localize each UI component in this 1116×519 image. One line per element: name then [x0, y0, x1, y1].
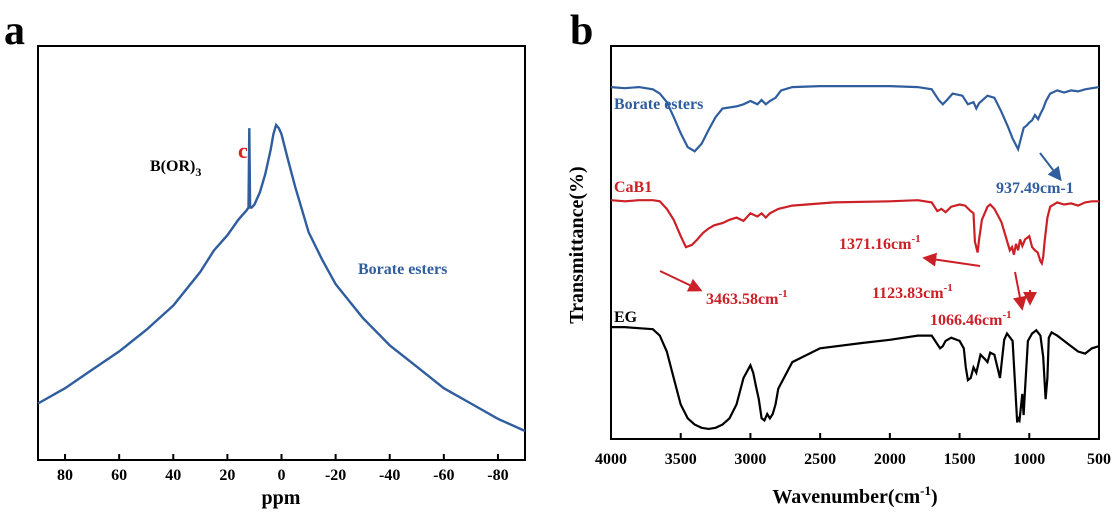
panel-a-tick-label: -40 [379, 467, 400, 484]
panel-b-letter: b [570, 8, 593, 54]
panel-b-tick-label: 1000 [1013, 451, 1045, 468]
annotation-1123: 1123.83cm-1 [872, 282, 953, 302]
annotation-1066: 1066.46cm-1 [930, 309, 1012, 329]
arrow-3463 [659, 270, 703, 292]
panel-b-tick-label: 3500 [665, 451, 697, 468]
panel-a-tick-label: 40 [165, 467, 181, 484]
peak-c-label: c [238, 138, 248, 163]
panel-b-series-borate-esters [610, 85, 1100, 153]
arrow-1371 [922, 252, 981, 267]
panel-a-tick-label: -20 [325, 467, 346, 484]
series-label-cab1: CaB1 [614, 179, 652, 196]
panel-b-x-ticks: 4000 3500 3000 2500 2000 1500 1000 500 [595, 433, 1111, 468]
panel-b-tick-label: 3000 [734, 451, 766, 468]
panel-b-tick-label: 2500 [804, 451, 836, 468]
arrow-1066 [1012, 271, 1027, 311]
series-label-eg: EG [614, 309, 638, 326]
annotation-937: 937.49cm-1 [996, 180, 1074, 197]
panel-a-tick-label: 60 [111, 467, 127, 484]
panel-a-series-borate-esters [37, 122, 526, 433]
panel-a-tick-label: 80 [57, 467, 73, 484]
panel-b-series-cab1 [610, 199, 1099, 267]
panel-a-tick-label: 0 [278, 467, 286, 484]
panel-b-x-axis-title: Wavenumber(cm-1) [772, 483, 937, 508]
b-or3-label: B(OR)3 [150, 158, 201, 179]
panel-a-letter: a [4, 8, 25, 54]
panel-a-series-label-borate-esters: Borate esters [358, 261, 447, 278]
annotation-3463: 3463.58cm-1 [706, 288, 788, 308]
panel-b-y-axis-title: Transmittance(%) [566, 166, 588, 323]
panel-b-tick-label: 2000 [874, 451, 906, 468]
arrow-937 [1039, 152, 1062, 182]
panel-b-tick-label: 1500 [944, 451, 976, 468]
annotation-1371: 1371.16cm-1 [839, 233, 921, 253]
panel-a-x-axis-title: ppm [262, 487, 301, 509]
series-label-borate-esters: Borate esters [614, 96, 703, 113]
panel-a-tick-label: 20 [219, 467, 235, 484]
panel-b-series-eg [611, 326, 1100, 431]
panel-a-x-ticks: 80 60 40 20 0 -20 -40 -60 -80 [57, 454, 509, 484]
panel-a-frame [37, 45, 526, 461]
panel-a-nmr-chart: 80 60 40 20 0 -20 -40 -60 -80 ppm B(OR)3 c Borat… [37, 45, 526, 509]
panel-b-ftir-chart: 4000 3500 3000 2500 2000 1500 1000 500 Borate e… [566, 45, 1111, 508]
panel-b-tick-label: 500 [1087, 451, 1111, 468]
panel-b-frame [610, 45, 1100, 440]
panel-b-tick-label: 4000 [595, 451, 627, 468]
panel-a-tick-label: -60 [433, 467, 454, 484]
panel-a-tick-label: -80 [487, 467, 508, 484]
